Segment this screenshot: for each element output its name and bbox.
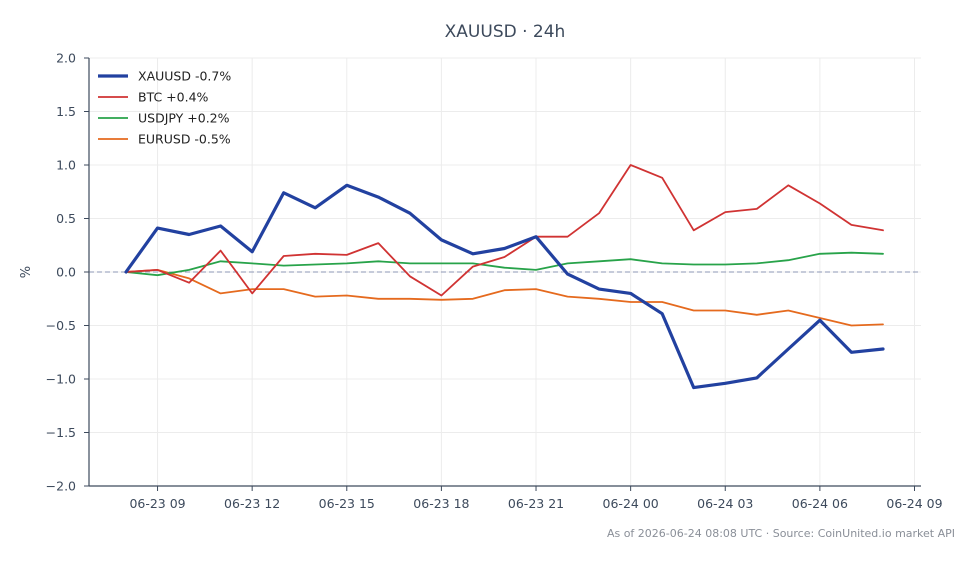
chart-title: XAUUSD · 24h — [445, 22, 566, 42]
y-tick-label: −1.0 — [46, 372, 76, 387]
series-lines — [124, 164, 885, 390]
y-tick-label: 0.0 — [56, 265, 76, 280]
x-tick-label: 06-24 06 — [792, 496, 848, 511]
series-line-0 — [124, 183, 885, 390]
footer-source-note: As of 2026-06-24 08:08 UTC · Source: Coi… — [607, 527, 955, 540]
series-line-1 — [125, 164, 884, 297]
y-axis-label: % — [19, 266, 34, 278]
legend-label: EURUSD -0.5% — [138, 132, 231, 147]
x-tick-label: 06-23 09 — [129, 496, 185, 511]
y-tick-label: −2.0 — [46, 479, 76, 494]
x-tick-label: 06-24 03 — [697, 496, 753, 511]
series-line-2 — [125, 251, 884, 277]
x-tick-label: 06-23 15 — [319, 496, 375, 511]
legend-label: USDJPY +0.2% — [138, 111, 230, 126]
x-tick-label: 06-23 12 — [224, 496, 280, 511]
y-tick-label: −0.5 — [46, 318, 76, 333]
legend-label: XAUUSD -0.7% — [138, 69, 231, 84]
x-tick-label: 06-23 18 — [413, 496, 469, 511]
y-tick-label: 2.0 — [56, 51, 76, 66]
x-tick-label: 06-24 09 — [886, 496, 942, 511]
y-tick-label: 1.5 — [56, 104, 76, 119]
legend: XAUUSD -0.7% BTC +0.4% USDJPY +0.2% EURUSD … — [98, 69, 231, 147]
y-tick-label: 0.5 — [56, 211, 76, 226]
y-tick-label: −1.5 — [46, 425, 76, 440]
x-tick-label: 06-24 00 — [603, 496, 659, 511]
axes: 2.0 1.5 1.0 0.5 0.0 −0.5 −1.0 −1.5 −2.0 06-23 09 0… — [46, 51, 943, 512]
y-tick-label: 1.0 — [56, 158, 76, 173]
x-tick-label: 06-23 21 — [508, 496, 564, 511]
legend-label: BTC +0.4% — [138, 90, 209, 105]
series-line-3 — [125, 268, 884, 327]
